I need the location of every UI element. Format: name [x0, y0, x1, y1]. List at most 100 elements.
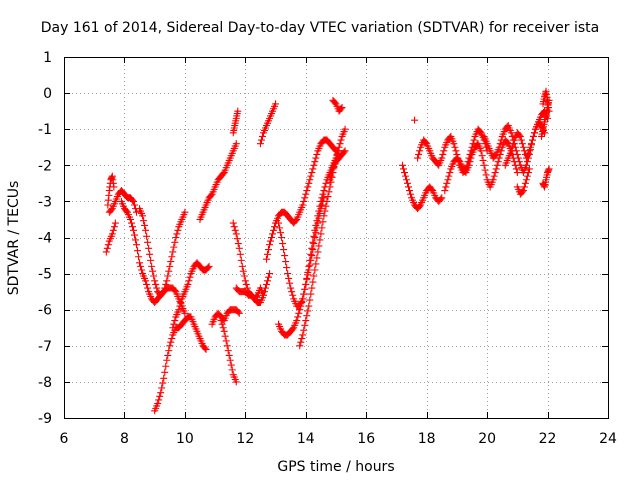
data-point-interp: [470, 146, 478, 154]
data-point-interp: [276, 224, 284, 232]
y-tick-label: -7: [38, 339, 52, 355]
data-point-interp: [298, 335, 306, 343]
series-arc-b1: [151, 313, 210, 415]
data-point-interp: [419, 196, 427, 204]
data-point-interp: [107, 206, 115, 214]
data-point-interp: [194, 260, 202, 268]
x-axis-label: GPS time / hours: [277, 459, 394, 475]
data-point-interp: [527, 140, 535, 148]
data-point-interp: [316, 142, 324, 150]
data-point-interp: [219, 324, 227, 332]
data-point: [166, 342, 174, 350]
data-point-interp: [149, 267, 157, 275]
data-point-interp: [177, 218, 185, 226]
data-point-interp: [107, 232, 115, 240]
data-point-interp: [446, 169, 454, 177]
data-point: [235, 244, 243, 252]
data-point: [148, 262, 156, 270]
data-point: [317, 205, 325, 213]
data-point-interp: [158, 290, 166, 298]
data-point: [398, 161, 406, 169]
data-point-interp: [152, 280, 160, 288]
data-point-interp: [514, 130, 522, 138]
data-point-interp: [222, 164, 230, 172]
data-point-interp: [297, 338, 305, 346]
y-tick-label: -5: [38, 267, 52, 283]
data-point-interp: [518, 140, 526, 148]
data-point-interp: [248, 292, 256, 300]
data-point-interp: [189, 265, 197, 273]
x-tick-label: 14: [297, 431, 315, 447]
data-point-interp: [517, 189, 525, 197]
series-arc-c9: [329, 96, 346, 115]
data-point-interp: [514, 154, 522, 162]
data-point-interp: [300, 326, 308, 334]
data-point-interp: [204, 264, 212, 272]
data-point-interp: [304, 183, 312, 191]
data-point-interp: [137, 262, 145, 270]
data-point-interp: [192, 325, 200, 333]
data-point-interp: [449, 160, 457, 168]
data-point-interp: [195, 332, 203, 340]
data-point-interp: [298, 203, 306, 211]
data-point-interp: [539, 128, 547, 136]
data-point-interp: [271, 102, 279, 110]
data-point-interp: [189, 318, 197, 326]
data-point-interp: [301, 285, 309, 293]
data-point-interp: [113, 193, 121, 201]
data-point-interp: [285, 274, 293, 282]
data-point-interp: [198, 211, 206, 219]
data-point-interp: [104, 241, 112, 249]
series-arc-c8: [326, 147, 349, 184]
data-point-interp: [161, 284, 169, 292]
x-tick-label: 12: [236, 431, 254, 447]
data-point-interp: [442, 183, 450, 191]
data-point-interp: [243, 284, 251, 292]
data-point-interp: [494, 146, 502, 154]
data-point-interp: [428, 185, 436, 193]
data-point-interp: [165, 347, 173, 355]
data-point-interp: [219, 170, 227, 178]
data-point-interp: [227, 361, 235, 369]
data-point-interp: [277, 229, 285, 237]
data-point-interp: [524, 149, 532, 157]
data-point-interp: [118, 188, 126, 196]
data-point-interp: [110, 200, 118, 208]
data-point: [326, 176, 334, 184]
data-point-interp: [201, 203, 209, 211]
data-point-interp: [410, 199, 418, 207]
data-point: [525, 165, 533, 173]
data-point-interp: [324, 193, 332, 201]
data-point-interp: [331, 146, 339, 154]
data-point-interp: [153, 402, 161, 410]
data-point: [296, 306, 304, 314]
data-point-interp: [215, 175, 223, 183]
data-point: [495, 154, 503, 162]
data-point-interp: [324, 137, 332, 145]
data-point-interp: [319, 218, 327, 226]
data-point-interp: [222, 337, 230, 345]
data-point-interp: [481, 166, 489, 174]
data-point-interp: [508, 143, 516, 151]
data-point-interp: [168, 253, 176, 261]
data-point-interp: [526, 143, 534, 151]
data-point-interp: [147, 292, 155, 300]
data-point-interp: [173, 230, 181, 238]
data-point-interp: [122, 207, 130, 215]
data-point-interp: [218, 320, 226, 328]
series-arc-a2: [104, 172, 118, 209]
data-point-interp: [138, 266, 146, 274]
data-point-interp: [502, 137, 510, 145]
data-point-interp: [517, 136, 525, 144]
data-point-interp: [497, 136, 505, 144]
data-point: [320, 212, 328, 220]
data-point: [480, 161, 488, 169]
series-arc-b6: [229, 107, 242, 137]
data-point-interp: [258, 132, 266, 140]
data-point-interp: [231, 375, 239, 383]
data-point-interp: [210, 185, 218, 193]
data-point-interp: [416, 202, 424, 210]
data-point-interp: [336, 106, 344, 114]
data-point: [111, 219, 119, 227]
